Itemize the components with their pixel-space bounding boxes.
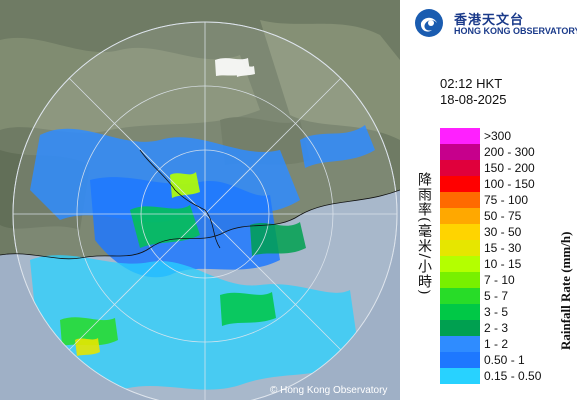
legend-label: 0.50 - 1 (484, 353, 525, 367)
legend-color-swatch (440, 352, 480, 368)
radar-map-svg (0, 0, 401, 405)
legend-color-swatch (440, 144, 480, 160)
legend-color-swatch (440, 336, 480, 352)
legend-row: 3 - 5 (440, 304, 577, 320)
copyright-text: © Hong Kong Observatory (270, 385, 388, 396)
legend-row: 75 - 100 (440, 192, 577, 208)
legend-color-swatch (440, 128, 480, 144)
legend-color-swatch (440, 208, 480, 224)
legend-label: 7 - 10 (484, 273, 515, 287)
legend-row: 100 - 150 (440, 176, 577, 192)
radar-time: 02:12 HKT (440, 76, 503, 91)
legend-label: 0.15 - 0.50 (484, 369, 542, 383)
legend-label: 3 - 5 (484, 305, 509, 319)
legend-color-swatch (440, 272, 480, 288)
legend-row: 50 - 75 (440, 208, 577, 224)
radar-echoes (30, 125, 375, 392)
legend-label: >300 (484, 129, 512, 143)
legend-row: 30 - 50 (440, 224, 577, 240)
logo-english-text: HONG KONG OBSERVATORY (454, 26, 577, 36)
legend-color-swatch (440, 160, 480, 176)
legend-label: 150 - 200 (484, 161, 535, 175)
legend-row: 0.50 - 1 (440, 352, 577, 368)
terrain-shading (0, 20, 400, 230)
logo-chinese-text: 香港天文台 (454, 13, 525, 28)
legend-label: 10 - 15 (484, 257, 522, 271)
legend-row: 150 - 200 (440, 160, 577, 176)
legend-label: 50 - 75 (484, 209, 522, 223)
legend-row: 5 - 7 (440, 288, 577, 304)
legend-title-chinese: 降雨率(毫米/小時) (416, 172, 432, 296)
legend-row: 2 - 3 (440, 320, 577, 336)
legend-color-swatch (440, 192, 480, 208)
legend-row: 10 - 15 (440, 256, 577, 272)
radar-range-rings (12, 21, 398, 405)
legend-color-swatch (440, 256, 480, 272)
legend-row: 0.15 - 0.50 (440, 368, 577, 384)
coastlines (0, 149, 401, 260)
legend-color-swatch (440, 240, 480, 256)
radar-date: 18-08-2025 (440, 92, 507, 107)
legend-panel: 香港天文台 HONG KONG OBSERVATORY 02:12 HKT 18… (400, 0, 577, 400)
legend-label: 100 - 150 (484, 177, 535, 191)
radar-map (0, 0, 401, 405)
legend-color-swatch (440, 224, 480, 240)
legend-row: 200 - 300 (440, 144, 577, 160)
legend-color-swatch (440, 368, 480, 384)
legend-row: >300 (440, 128, 577, 144)
legend-title-english: Rainfall Rate (mm/h) (558, 231, 573, 350)
legend-label: 30 - 50 (484, 225, 522, 239)
legend-label: 75 - 100 (484, 193, 529, 207)
legend-label: 15 - 30 (484, 241, 522, 255)
legend-label: 5 - 7 (484, 289, 509, 303)
legend-label: 200 - 300 (484, 145, 535, 159)
legend-color-swatch (440, 320, 480, 336)
legend-color-swatch (440, 304, 480, 320)
legend-label: 2 - 3 (484, 321, 509, 335)
legend-label: 1 - 2 (484, 337, 509, 351)
legend-color-swatch (440, 288, 480, 304)
legend-row: 7 - 10 (440, 272, 577, 288)
legend-color-swatch (440, 176, 480, 192)
cloud-white-patches (215, 58, 255, 77)
legend-row: 1 - 2 (440, 336, 577, 352)
hko-logo: 香港天文台 HONG KONG OBSERVATORY (414, 8, 577, 38)
legend-row: 15 - 30 (440, 240, 577, 256)
hko-logo-icon (415, 9, 443, 37)
